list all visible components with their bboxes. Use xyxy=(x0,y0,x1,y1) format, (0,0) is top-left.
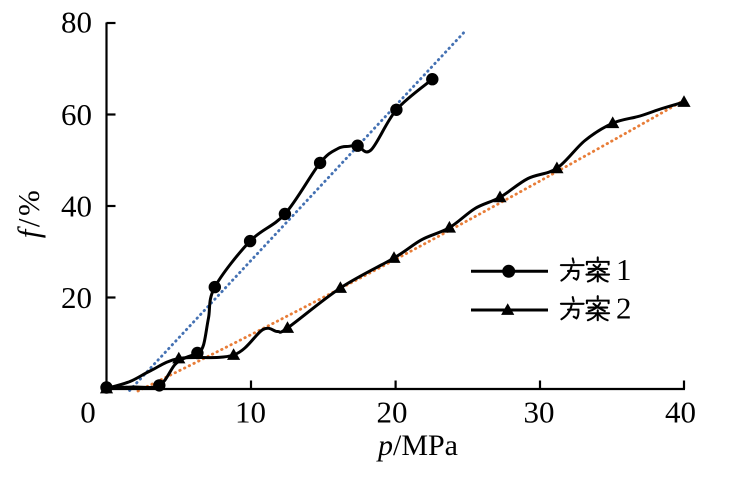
svg-text:20: 20 xyxy=(377,395,408,430)
svg-text:1: 1 xyxy=(616,252,632,287)
svg-text:30: 30 xyxy=(524,395,555,430)
svg-text:f/%: f/% xyxy=(11,188,46,239)
svg-text:40: 40 xyxy=(61,189,92,224)
svg-text:40: 40 xyxy=(665,395,696,430)
svg-text:60: 60 xyxy=(61,97,92,132)
svg-text:p/MPa: p/MPa xyxy=(376,429,458,462)
svg-text:0: 0 xyxy=(80,395,96,430)
svg-text:10: 10 xyxy=(235,395,266,430)
svg-text:80: 80 xyxy=(61,5,92,40)
svg-text:20: 20 xyxy=(61,280,92,315)
svg-text:2: 2 xyxy=(616,291,632,326)
